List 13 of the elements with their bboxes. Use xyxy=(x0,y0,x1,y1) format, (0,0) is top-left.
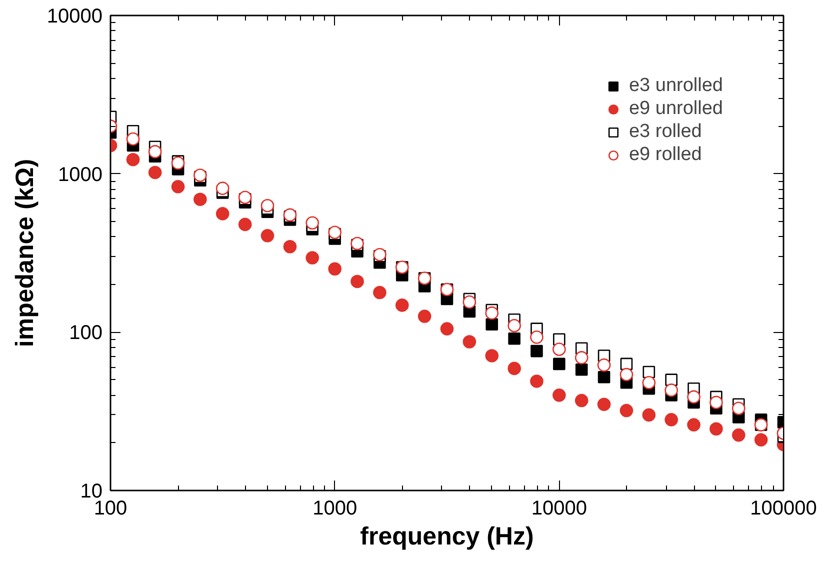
y-tick-label: 100 xyxy=(69,322,103,344)
x-tick-label: 1000 xyxy=(312,498,358,520)
x-tick-label: 10000 xyxy=(531,498,587,520)
x-tick-label: 100000 xyxy=(750,498,817,520)
y-tick-label: 1000 xyxy=(58,164,103,186)
x-tick-label: 100 xyxy=(94,498,128,520)
legend-label: e3 rolled xyxy=(628,121,702,143)
legend-label: e9 rolled xyxy=(628,144,702,166)
y-tick-label: 10000 xyxy=(46,6,103,28)
legend-label: e3 unrolled xyxy=(628,75,723,97)
y-axis-title: impedance (kΩ) xyxy=(10,158,39,348)
x-axis-title: frequency (Hz) xyxy=(360,522,534,550)
legend-label: e9 unrolled xyxy=(628,98,723,120)
